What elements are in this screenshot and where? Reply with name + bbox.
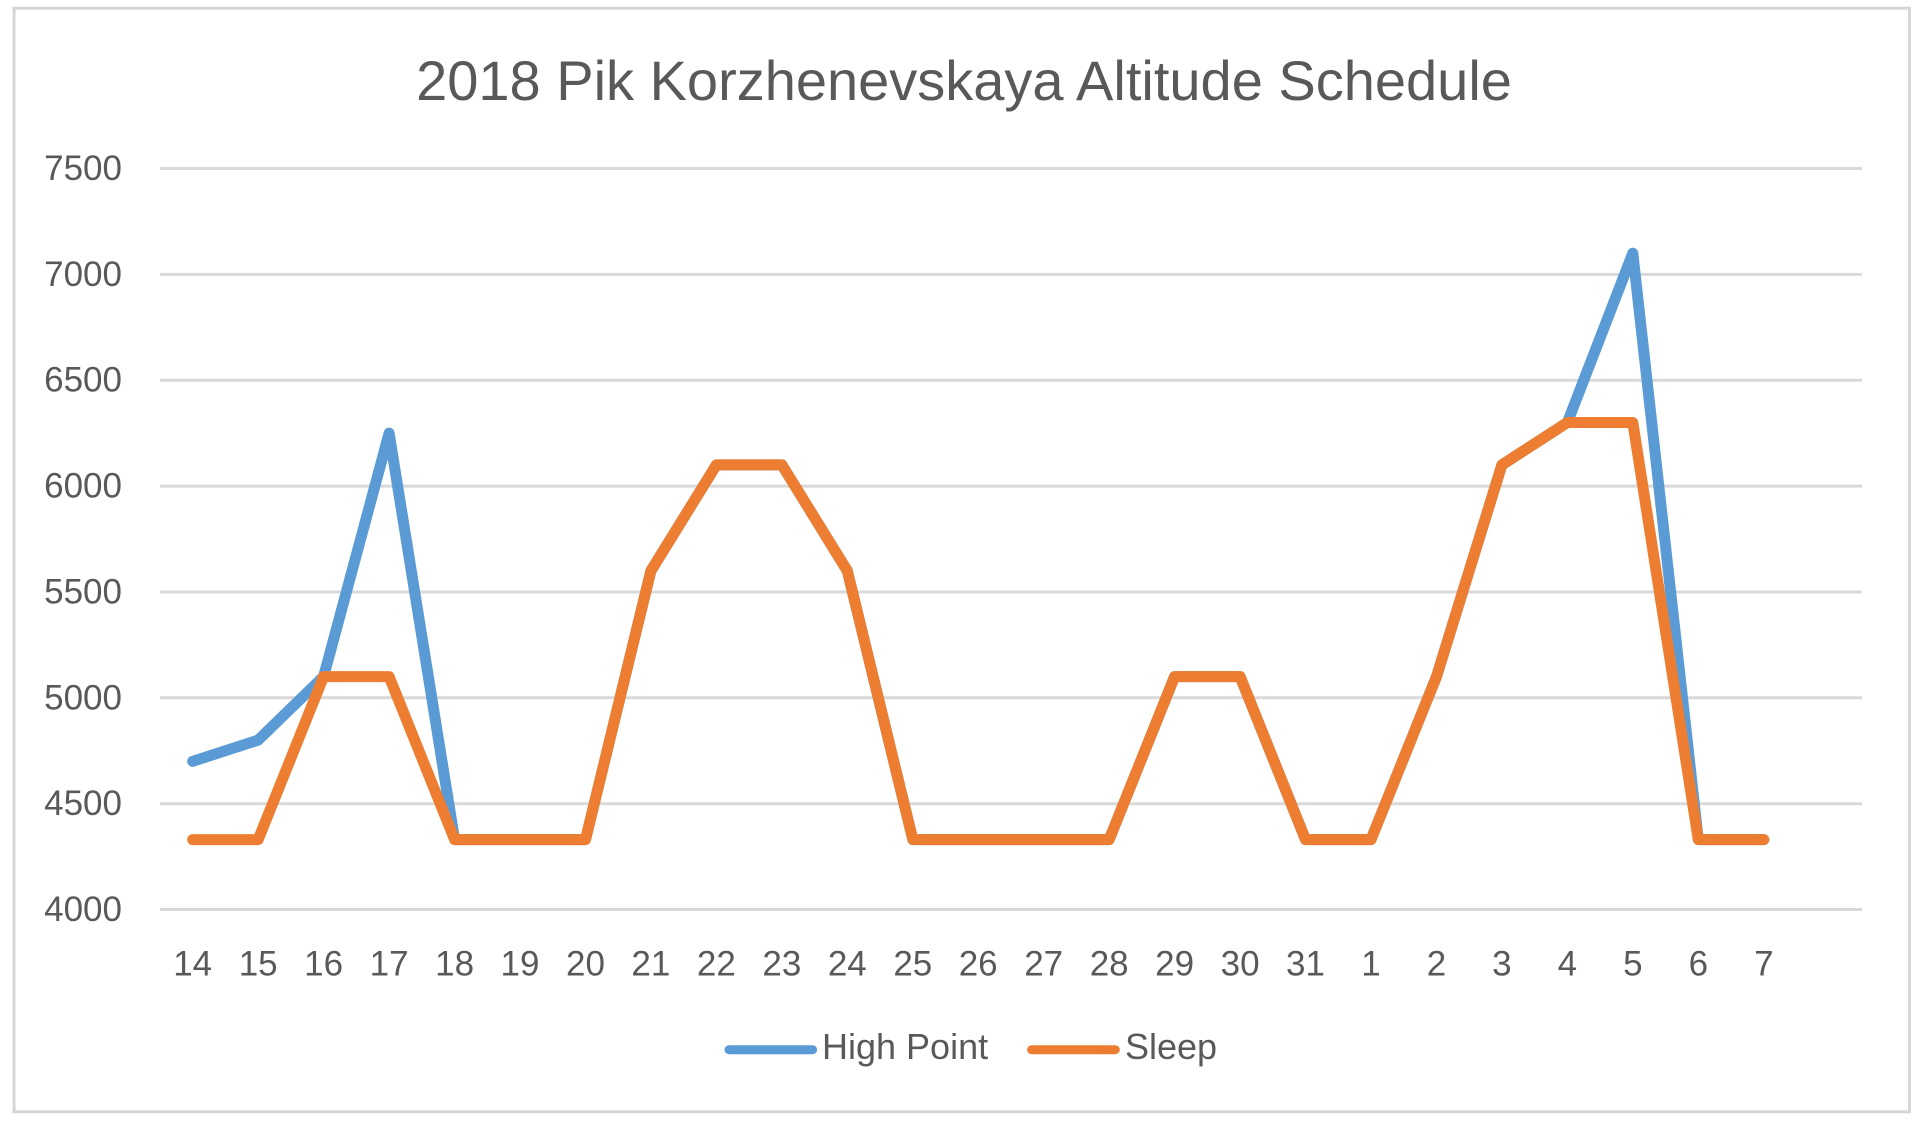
svg-text:7000: 7000 (44, 255, 122, 294)
svg-text:6: 6 (1689, 945, 1708, 984)
svg-text:19: 19 (501, 945, 540, 984)
svg-text:High Point: High Point (822, 1026, 988, 1067)
svg-text:24: 24 (828, 945, 867, 984)
svg-text:3: 3 (1492, 945, 1511, 984)
svg-text:5000: 5000 (44, 678, 122, 717)
svg-text:25: 25 (893, 945, 932, 984)
svg-text:7: 7 (1754, 945, 1773, 984)
svg-text:4000: 4000 (44, 890, 122, 929)
svg-text:6500: 6500 (44, 361, 122, 400)
svg-text:6000: 6000 (44, 467, 122, 506)
svg-text:21: 21 (631, 945, 670, 984)
svg-text:29: 29 (1155, 945, 1194, 984)
svg-text:22: 22 (697, 945, 736, 984)
svg-text:16: 16 (304, 945, 343, 984)
svg-text:27: 27 (1024, 945, 1063, 984)
svg-text:20: 20 (566, 945, 605, 984)
svg-text:4: 4 (1558, 945, 1577, 984)
svg-text:14: 14 (173, 945, 212, 984)
svg-text:18: 18 (435, 945, 474, 984)
svg-text:7500: 7500 (44, 149, 122, 188)
svg-text:23: 23 (762, 945, 801, 984)
svg-text:5: 5 (1623, 945, 1642, 984)
svg-text:1: 1 (1361, 945, 1380, 984)
svg-text:28: 28 (1090, 945, 1129, 984)
svg-text:31: 31 (1286, 945, 1325, 984)
svg-text:5500: 5500 (44, 573, 122, 612)
svg-text:17: 17 (370, 945, 409, 984)
svg-text:2018 Pik Korzhenevskaya Altitu: 2018 Pik Korzhenevskaya Altitude Schedul… (416, 49, 1512, 112)
svg-text:30: 30 (1221, 945, 1260, 984)
svg-text:2: 2 (1427, 945, 1446, 984)
svg-text:26: 26 (959, 945, 998, 984)
svg-text:4500: 4500 (44, 784, 122, 823)
svg-text:Sleep: Sleep (1125, 1026, 1217, 1067)
svg-text:15: 15 (239, 945, 278, 984)
